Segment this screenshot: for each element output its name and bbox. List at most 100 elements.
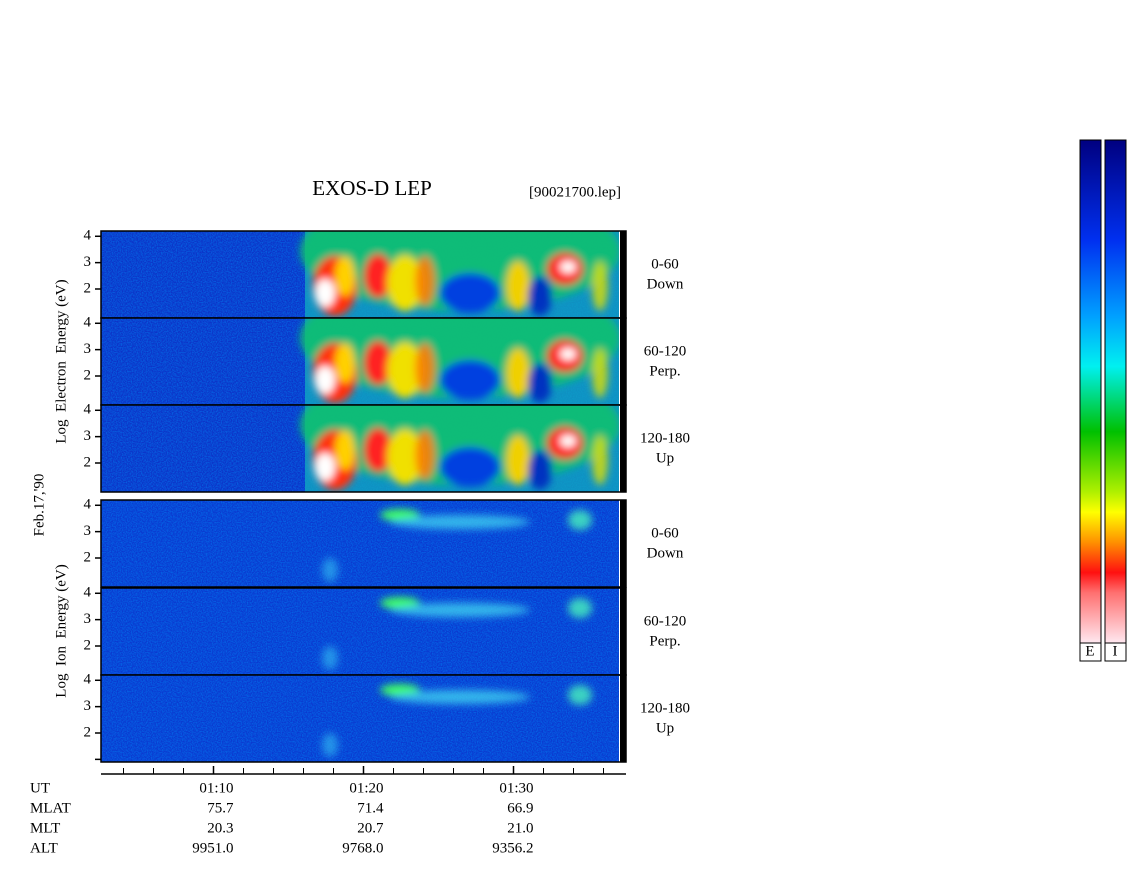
panel-angle: 0-60 xyxy=(651,525,679,541)
blob xyxy=(592,435,608,485)
blob xyxy=(560,348,576,360)
blob xyxy=(415,256,435,306)
panel-direction: Perp. xyxy=(649,363,680,379)
y-tick-label: 2 xyxy=(84,367,92,383)
blob xyxy=(335,343,355,383)
y-tick-label: 2 xyxy=(84,637,92,653)
spectrogram xyxy=(101,405,619,492)
y-axis-label: Log Ion Energy (eV) xyxy=(53,564,69,697)
end-strip xyxy=(620,405,626,492)
blob xyxy=(315,453,335,481)
blob xyxy=(506,435,530,485)
blob xyxy=(390,603,530,617)
date-label: Feb.17,'90 xyxy=(31,474,47,537)
y-tick-label: 3 xyxy=(84,428,92,444)
y-tick-label: 3 xyxy=(84,611,92,627)
panel-frame xyxy=(100,499,627,588)
orbit-label: MLT xyxy=(30,820,60,836)
x-tick-label: 01:30 xyxy=(499,780,533,796)
end-strip xyxy=(620,231,626,318)
y-tick-label: 3 xyxy=(84,698,92,714)
blob xyxy=(568,685,592,705)
blobs xyxy=(322,597,592,670)
panel-direction: Down xyxy=(647,276,684,292)
orbit-label: ALT xyxy=(30,840,58,856)
panel-direction: Up xyxy=(656,720,674,736)
blob xyxy=(560,261,576,273)
spectrogram xyxy=(101,231,619,318)
end-strip xyxy=(620,675,626,762)
spectrogram xyxy=(101,588,619,675)
orbit-value: 66.9 xyxy=(507,800,533,816)
y-tick-label: 4 xyxy=(84,672,92,688)
panel-angle: 60-120 xyxy=(644,343,687,359)
orbit-value: 20.7 xyxy=(357,820,384,836)
blob xyxy=(592,261,608,311)
blobs xyxy=(300,318,619,403)
y-tick-label: 2 xyxy=(84,724,92,740)
orbit-value: 21.0 xyxy=(507,820,533,836)
blob xyxy=(322,733,338,757)
colorbar-label: I xyxy=(1113,643,1118,659)
blob xyxy=(560,435,576,447)
blob xyxy=(390,515,530,529)
y-tick-label: 4 xyxy=(84,228,92,244)
panel-direction: Up xyxy=(656,450,674,466)
blob xyxy=(364,254,392,298)
colorbars xyxy=(1079,139,1127,662)
y-tick-label: 3 xyxy=(84,341,92,357)
file-name: [90021700.lep] xyxy=(529,184,621,200)
y-tick-label: 4 xyxy=(84,585,92,601)
blob xyxy=(415,343,435,393)
blobs xyxy=(322,684,592,757)
blob xyxy=(335,430,355,470)
panel-frame xyxy=(100,674,627,763)
end-strip xyxy=(620,500,626,587)
x-tick-label: 01:10 xyxy=(199,780,233,796)
panel-frame xyxy=(100,404,627,493)
orbit-value: 9356.2 xyxy=(492,840,533,856)
blob xyxy=(335,256,355,296)
spectrogram xyxy=(101,318,619,405)
blob xyxy=(364,428,392,472)
blob xyxy=(568,510,592,530)
spectrogram-noise xyxy=(101,675,619,762)
y-tick-label: 4 xyxy=(84,497,92,513)
panel-direction: Down xyxy=(647,545,684,561)
x-tick-label: 01:20 xyxy=(349,780,383,796)
y-axis-label: Log Electron Energy (eV) xyxy=(53,279,69,443)
y-tick-label: 2 xyxy=(84,280,92,296)
blob xyxy=(440,360,500,400)
orbit-value: 71.4 xyxy=(357,800,384,816)
colorbar-label: E xyxy=(1085,643,1094,659)
blob xyxy=(315,366,335,394)
y-tick-label: 4 xyxy=(84,402,92,418)
y-tick-label: 4 xyxy=(84,315,92,331)
blobs xyxy=(300,405,619,490)
blob xyxy=(322,646,338,670)
spectrogram xyxy=(101,500,619,587)
orbit-label: UT xyxy=(30,780,50,796)
blob xyxy=(387,429,423,485)
blob xyxy=(440,273,500,313)
y-tick-label: 3 xyxy=(84,254,92,270)
end-strip xyxy=(620,588,626,675)
blob xyxy=(528,363,552,403)
y-tick-label: 2 xyxy=(84,454,92,470)
blob xyxy=(387,342,423,398)
blob xyxy=(568,598,592,618)
spectrogram-noise xyxy=(101,500,619,587)
blob xyxy=(315,279,335,307)
orbit-value: 20.3 xyxy=(207,820,233,836)
spectrogram xyxy=(101,675,619,762)
panel-angle: 0-60 xyxy=(651,256,679,272)
orbit-value: 9951.0 xyxy=(192,840,233,856)
end-strip xyxy=(620,318,626,405)
blob xyxy=(387,255,423,311)
blob xyxy=(506,261,530,311)
blob xyxy=(322,558,338,582)
panel-angle: 120-180 xyxy=(640,700,690,716)
spectrogram-noise xyxy=(101,588,619,675)
blob xyxy=(440,447,500,487)
